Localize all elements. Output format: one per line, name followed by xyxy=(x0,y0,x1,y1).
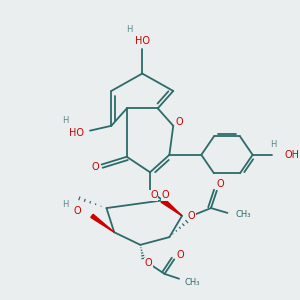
Text: H: H xyxy=(62,116,68,125)
Polygon shape xyxy=(91,214,114,232)
Text: H: H xyxy=(127,26,133,34)
Text: O: O xyxy=(144,258,152,268)
Text: H: H xyxy=(270,140,276,149)
Text: OH: OH xyxy=(285,150,300,160)
Text: O: O xyxy=(217,179,224,189)
Text: CH₃: CH₃ xyxy=(235,210,251,219)
Text: HO: HO xyxy=(69,128,84,138)
Text: O: O xyxy=(150,190,158,200)
Text: O: O xyxy=(188,211,196,221)
Text: O: O xyxy=(74,206,81,216)
Text: O: O xyxy=(175,117,183,127)
Text: O: O xyxy=(91,162,99,172)
Polygon shape xyxy=(161,198,182,216)
Text: CH₃: CH₃ xyxy=(185,278,200,287)
Text: O: O xyxy=(176,250,184,260)
Text: H: H xyxy=(62,200,68,209)
Text: HO: HO xyxy=(135,36,150,46)
Text: O: O xyxy=(162,190,169,200)
